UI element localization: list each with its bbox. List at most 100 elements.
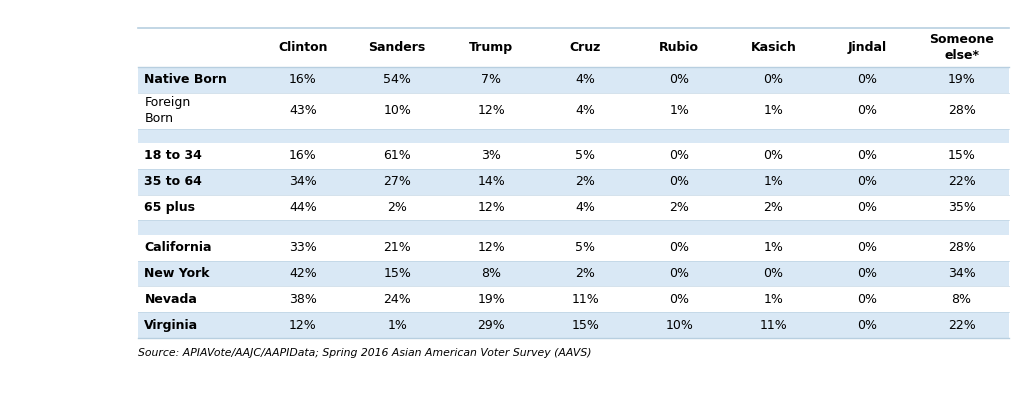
Text: 34%: 34% <box>289 175 316 188</box>
Text: California: California <box>144 241 212 254</box>
Text: 24%: 24% <box>383 293 411 306</box>
Text: 1%: 1% <box>764 241 783 254</box>
Text: Cruz: Cruz <box>569 41 601 54</box>
Text: 15%: 15% <box>947 149 976 162</box>
Text: 1%: 1% <box>764 175 783 188</box>
Text: Nevada: Nevada <box>144 293 198 306</box>
Text: 0%: 0% <box>857 149 878 162</box>
Text: 42%: 42% <box>289 267 316 280</box>
Text: 0%: 0% <box>857 104 878 117</box>
Text: 0%: 0% <box>670 267 689 280</box>
Text: 0%: 0% <box>764 73 783 86</box>
Text: 0%: 0% <box>670 73 689 86</box>
Text: 7%: 7% <box>481 73 501 86</box>
Text: 28%: 28% <box>947 104 976 117</box>
Text: 12%: 12% <box>477 104 505 117</box>
Text: Trump: Trump <box>469 41 513 54</box>
Text: 19%: 19% <box>948 73 976 86</box>
Text: 1%: 1% <box>764 104 783 117</box>
Text: 8%: 8% <box>951 293 972 306</box>
Text: 29%: 29% <box>477 319 505 332</box>
Text: 4%: 4% <box>575 104 595 117</box>
Text: 4%: 4% <box>575 73 595 86</box>
Bar <box>138 235 1009 261</box>
Bar <box>138 261 1009 286</box>
Text: 1%: 1% <box>670 104 689 117</box>
Bar <box>138 67 1009 93</box>
Text: 3%: 3% <box>481 149 501 162</box>
Text: 1%: 1% <box>387 319 408 332</box>
Text: 2%: 2% <box>575 175 595 188</box>
Text: 43%: 43% <box>289 104 316 117</box>
Text: 12%: 12% <box>477 201 505 214</box>
Text: 2%: 2% <box>387 201 408 214</box>
Text: Clinton: Clinton <box>279 41 328 54</box>
Text: Native Born: Native Born <box>144 73 227 86</box>
Text: New York: New York <box>144 267 210 280</box>
Text: Sanders: Sanders <box>369 41 426 54</box>
Bar <box>138 220 1009 235</box>
Text: 0%: 0% <box>764 267 783 280</box>
Text: 2%: 2% <box>670 201 689 214</box>
Text: 35%: 35% <box>947 201 976 214</box>
Bar <box>138 195 1009 220</box>
Text: 16%: 16% <box>289 73 316 86</box>
Text: 15%: 15% <box>383 267 411 280</box>
Text: 35 to 64: 35 to 64 <box>144 175 203 188</box>
Text: 65 plus: 65 plus <box>144 201 196 214</box>
Text: 0%: 0% <box>764 149 783 162</box>
Text: 27%: 27% <box>383 175 411 188</box>
Text: 10%: 10% <box>666 319 693 332</box>
Text: Rubio: Rubio <box>659 41 699 54</box>
Text: 19%: 19% <box>477 293 505 306</box>
Text: 5%: 5% <box>575 149 595 162</box>
Text: 28%: 28% <box>947 241 976 254</box>
Text: 0%: 0% <box>857 293 878 306</box>
Text: 44%: 44% <box>289 201 316 214</box>
Bar <box>138 169 1009 195</box>
Text: 5%: 5% <box>575 241 595 254</box>
Text: 0%: 0% <box>670 293 689 306</box>
Text: 16%: 16% <box>289 149 316 162</box>
Bar <box>138 129 1009 143</box>
Text: 12%: 12% <box>477 241 505 254</box>
Text: 4%: 4% <box>575 201 595 214</box>
Text: 0%: 0% <box>857 267 878 280</box>
Text: 0%: 0% <box>857 73 878 86</box>
Text: 54%: 54% <box>383 73 411 86</box>
Text: 1%: 1% <box>764 293 783 306</box>
Text: 22%: 22% <box>948 175 976 188</box>
Text: 34%: 34% <box>948 267 976 280</box>
Text: 18 to 34: 18 to 34 <box>144 149 203 162</box>
Text: 11%: 11% <box>760 319 787 332</box>
Text: Kasich: Kasich <box>751 41 797 54</box>
Text: 2%: 2% <box>764 201 783 214</box>
Text: Jindal: Jindal <box>848 41 887 54</box>
Text: 14%: 14% <box>477 175 505 188</box>
Text: 0%: 0% <box>670 149 689 162</box>
Text: Foreign
Born: Foreign Born <box>144 96 190 125</box>
Text: Source: APIAVote/AAJC/AAPIData; Spring 2016 Asian American Voter Survey (AAVS): Source: APIAVote/AAJC/AAPIData; Spring 2… <box>138 348 592 358</box>
Bar <box>138 312 1009 338</box>
Text: 38%: 38% <box>289 293 317 306</box>
Text: Someone
else*: Someone else* <box>929 33 994 62</box>
Text: 0%: 0% <box>857 319 878 332</box>
Text: 22%: 22% <box>948 319 976 332</box>
Text: 0%: 0% <box>857 175 878 188</box>
Text: 8%: 8% <box>481 267 501 280</box>
Text: 21%: 21% <box>383 241 411 254</box>
Text: 15%: 15% <box>571 319 599 332</box>
Bar <box>138 143 1009 169</box>
Text: 61%: 61% <box>383 149 411 162</box>
Text: 33%: 33% <box>289 241 316 254</box>
Text: Virginia: Virginia <box>144 319 199 332</box>
Text: 0%: 0% <box>857 241 878 254</box>
Bar <box>138 286 1009 312</box>
Text: 11%: 11% <box>571 293 599 306</box>
Text: 12%: 12% <box>289 319 316 332</box>
Text: 0%: 0% <box>670 241 689 254</box>
Bar <box>138 93 1009 129</box>
Text: 10%: 10% <box>383 104 411 117</box>
Text: 0%: 0% <box>857 201 878 214</box>
Text: 2%: 2% <box>575 267 595 280</box>
